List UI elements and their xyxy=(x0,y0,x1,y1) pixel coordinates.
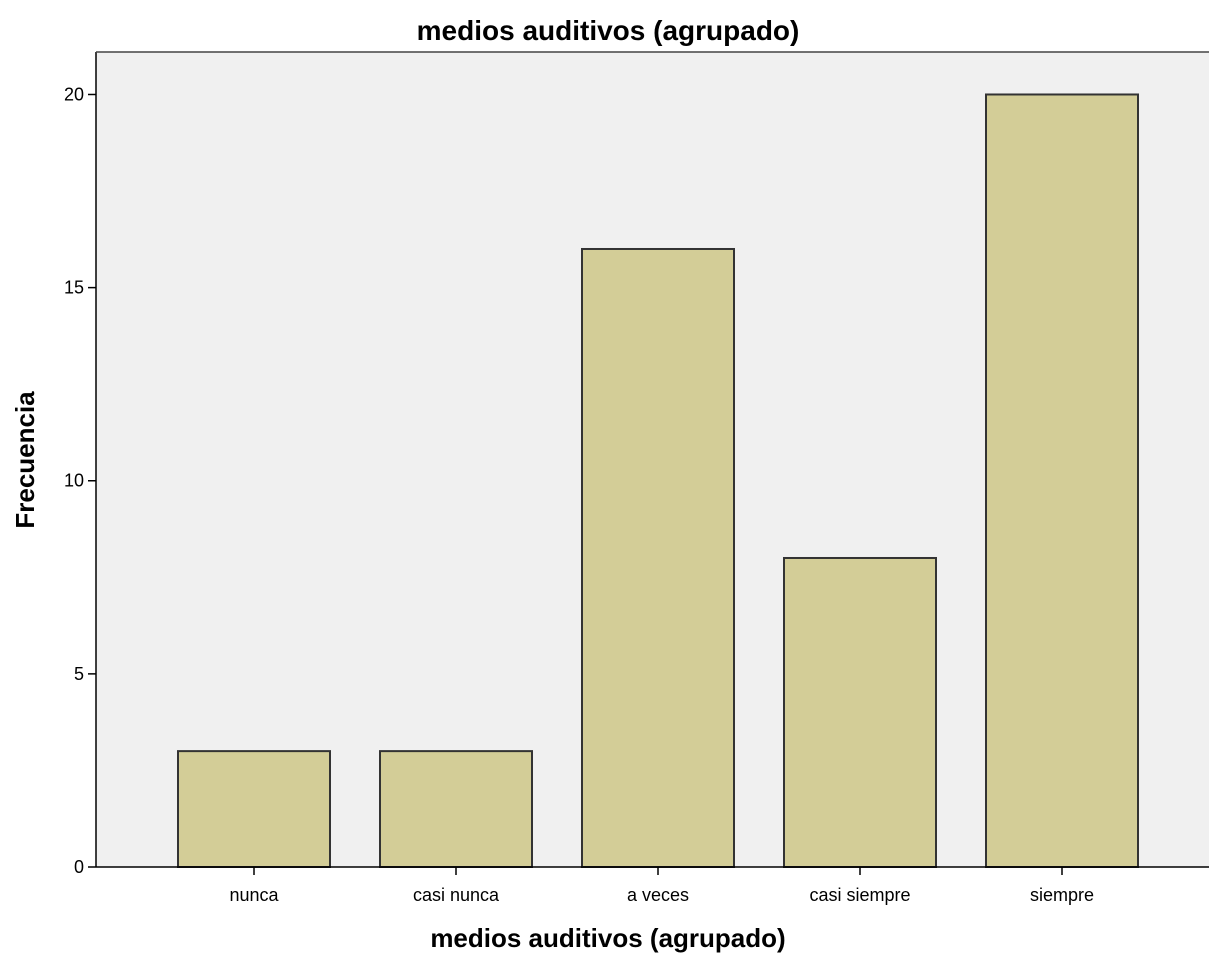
y-tick-label: 15 xyxy=(64,278,84,298)
y-axis-title: Frecuencia xyxy=(10,391,40,529)
x-tick-label: nunca xyxy=(229,885,279,905)
x-axis-title: medios auditivos (agrupado) xyxy=(430,923,785,953)
x-tick-label: casi siempre xyxy=(809,885,910,905)
bar-casi-nunca xyxy=(379,750,533,869)
bars-group xyxy=(177,93,1139,869)
bar-nunca xyxy=(177,750,331,869)
y-tick-label: 20 xyxy=(64,84,84,104)
y-tick-label: 5 xyxy=(74,664,84,684)
bar-siempre xyxy=(985,93,1139,868)
bar-casi-siempre xyxy=(783,556,937,868)
chart-title: medios auditivos (agrupado) xyxy=(417,15,800,46)
x-tick-label: a veces xyxy=(627,885,689,905)
x-tick-label: casi nunca xyxy=(413,885,500,905)
y-axis: 0 5 10 15 20 xyxy=(64,51,1209,877)
y-tick-label: 10 xyxy=(64,471,84,491)
bar-a-veces xyxy=(581,247,735,868)
y-tick-label: 0 xyxy=(74,857,84,877)
x-axis: nunca casi nunca a veces casi siempre siempr… xyxy=(96,866,1209,905)
x-tick-label: siempre xyxy=(1030,885,1094,905)
